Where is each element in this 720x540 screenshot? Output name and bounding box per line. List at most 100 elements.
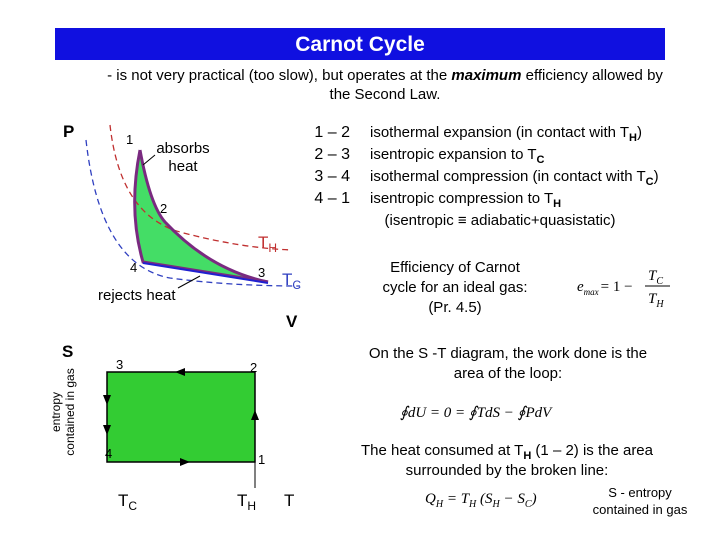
subtitle-text: efficiency allowed by: [521, 67, 663, 84]
subtitle-text: - is not very practical (too slow), but …: [107, 67, 451, 84]
compression-path: [133, 149, 269, 284]
heat-text-part: (1 – 2) is the area: [531, 442, 653, 459]
y-axis-note: entropy: [49, 392, 63, 432]
efficiency-text: cycle for an ideal gas:: [382, 279, 527, 296]
subscript: H: [268, 241, 277, 255]
subscript: C: [128, 499, 137, 513]
point-label: 3: [116, 357, 123, 372]
y-axis-note: contained in gas: [63, 368, 77, 455]
step-range: 3 – 4: [314, 168, 350, 185]
formula-part: TH: [648, 291, 664, 310]
formula-symbol: T: [648, 291, 658, 307]
subscript: H: [435, 499, 444, 510]
eq-part: − S: [500, 491, 526, 507]
eq-part: Q: [425, 491, 436, 507]
formula-symbol: e: [577, 279, 584, 295]
cold-isotherm-label: TC: [282, 270, 301, 292]
point-label: 3: [258, 265, 265, 280]
step-text: isothermal compression (in contact with …: [370, 168, 646, 185]
hot-isotherm: [109, 124, 293, 251]
subtitle: - is not very practical (too slow), but …: [107, 67, 663, 84]
step-note: (isentropic ≡ adiabatic+quasistatic): [385, 212, 616, 229]
subscript: C: [525, 499, 532, 510]
x-axis-label: T: [284, 491, 294, 510]
x-axis-label: V: [286, 312, 298, 331]
symbol: T: [118, 491, 128, 510]
absorbs-label: heat: [168, 158, 198, 175]
subscript: H: [468, 499, 477, 510]
y-axis-label: P: [63, 122, 74, 141]
point-label: 2: [160, 201, 167, 216]
cold-path: [142, 262, 269, 284]
work-text: area of the loop:: [454, 365, 562, 382]
subscript: max: [584, 287, 599, 297]
ts-diagram: S entropy contained in gas 3 2 4 1 TC TH…: [49, 342, 294, 513]
heat-text: surrounded by the broken line:: [406, 462, 609, 479]
step-list: 1 – 2 isothermal expansion (in contact wi…: [314, 124, 658, 210]
subscript: H: [523, 450, 531, 462]
symbol: T: [258, 233, 268, 252]
title-bar: [55, 28, 665, 60]
eq-part: ): [531, 491, 537, 507]
eq-part: (S: [476, 491, 493, 507]
subscript: H: [247, 499, 256, 513]
x-tick-label: TH: [237, 491, 256, 513]
step-description: isothermal compression (in contact with …: [370, 168, 659, 188]
efficiency-text: Efficiency of Carnot: [390, 259, 521, 276]
expansion-path: [138, 149, 269, 284]
heat-text: The heat consumed at TH (1 – 2) is the a…: [361, 442, 654, 462]
subtitle-emphasis: maximum: [451, 67, 521, 84]
point-label: 1: [126, 132, 133, 147]
subscript: C: [646, 176, 654, 188]
pointer: [142, 154, 156, 166]
step-text: ): [637, 124, 642, 141]
step-description: isothermal expansion (in contact with TH…: [370, 124, 642, 144]
y-axis-label: S: [62, 342, 73, 361]
footnote: contained in gas: [593, 502, 688, 517]
point-label: 2: [250, 360, 257, 375]
absorbs-label: absorbs: [156, 140, 209, 157]
step-text: isentropic expansion to T: [370, 146, 537, 163]
heat-equation: QH = TH (SH − SC): [425, 491, 537, 510]
step-range: 4 – 1: [314, 190, 350, 207]
subscript: H: [629, 132, 637, 144]
step-text: isentropic compression to T: [370, 190, 553, 207]
subscript: C: [656, 276, 663, 287]
work-text: On the S -T diagram, the work done is th…: [369, 345, 647, 362]
hot-isotherm-label: TH: [258, 233, 277, 255]
step-range: 1 – 2: [314, 124, 350, 141]
cycle-area: [106, 371, 256, 463]
point-label: 1: [258, 452, 265, 467]
footnote: S - entropy: [608, 485, 672, 500]
subscript: C: [292, 278, 301, 292]
cycle-area: [134, 150, 268, 282]
formula-part: TC: [648, 268, 663, 287]
title: Carnot Cycle: [295, 33, 425, 56]
heat-text-part: The heat consumed at T: [361, 442, 523, 459]
x-tick-label: TC: [118, 491, 137, 513]
point-label: 4: [130, 260, 137, 275]
arrow: [103, 395, 111, 435]
symbol: T: [282, 270, 292, 289]
formula-part: emax = 1 −: [577, 279, 633, 297]
efficiency-formula: emax = 1 − TC TH: [577, 268, 670, 310]
subtitle-line: the Second Law.: [330, 86, 441, 103]
subscript: C: [537, 154, 545, 166]
eq-part: = T: [443, 491, 471, 507]
step-text: isothermal expansion (in contact with T: [370, 124, 629, 141]
subscript: H: [492, 499, 501, 510]
formula-symbol: T: [648, 268, 658, 284]
formula-symbol: = 1 −: [601, 279, 633, 295]
subscript: H: [655, 299, 664, 310]
work-equation: ∮dU = 0 = ∮TdS − ∮PdV: [400, 405, 553, 421]
point-label: 4: [105, 446, 112, 461]
cold-isotherm: [85, 139, 301, 287]
step-range: 2 – 3: [314, 146, 350, 163]
step-text: ): [654, 168, 659, 185]
pv-diagram: P V 1 2 3 4 absorbs heat rejects heat TH…: [63, 122, 301, 331]
symbol: T: [237, 491, 247, 510]
efficiency-text: (Pr. 4.5): [428, 299, 481, 316]
rejects-label: rejects heat: [98, 287, 176, 304]
step-description: isentropic expansion to TC: [370, 146, 545, 166]
